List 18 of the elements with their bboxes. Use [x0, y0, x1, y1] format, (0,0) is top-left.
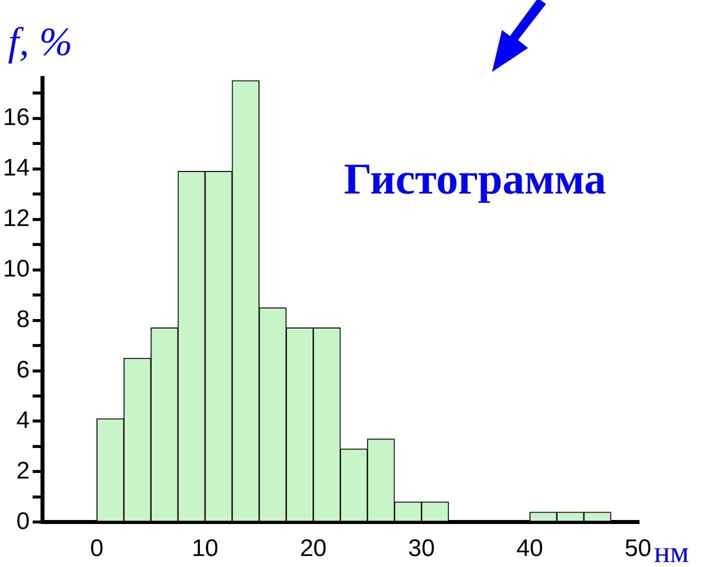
y-tick-label: 0: [16, 508, 30, 535]
x-tick-label: 10: [192, 535, 218, 562]
y-tick-label: 2: [16, 457, 30, 484]
x-axis-title: нм: [654, 536, 690, 567]
y-tick-label: 10: [2, 255, 30, 282]
annotation: Гистограмма: [344, 154, 606, 204]
x-tick-label: 40: [516, 535, 544, 562]
y-tick-label: 12: [2, 204, 30, 232]
x-tick-label: 0: [90, 535, 104, 562]
x-tick-label: 50: [624, 535, 652, 562]
y-tick-label: 4: [16, 406, 30, 434]
y-tick-label: 6: [16, 356, 30, 384]
y-tick-label: 8: [16, 306, 30, 333]
y-axis-title: f, %: [8, 19, 72, 64]
y-tick-label: 14: [2, 154, 30, 182]
x-tick-label: 20: [300, 535, 327, 562]
y-tick-label: 16: [2, 104, 30, 132]
x-tick-label: 30: [408, 535, 435, 562]
